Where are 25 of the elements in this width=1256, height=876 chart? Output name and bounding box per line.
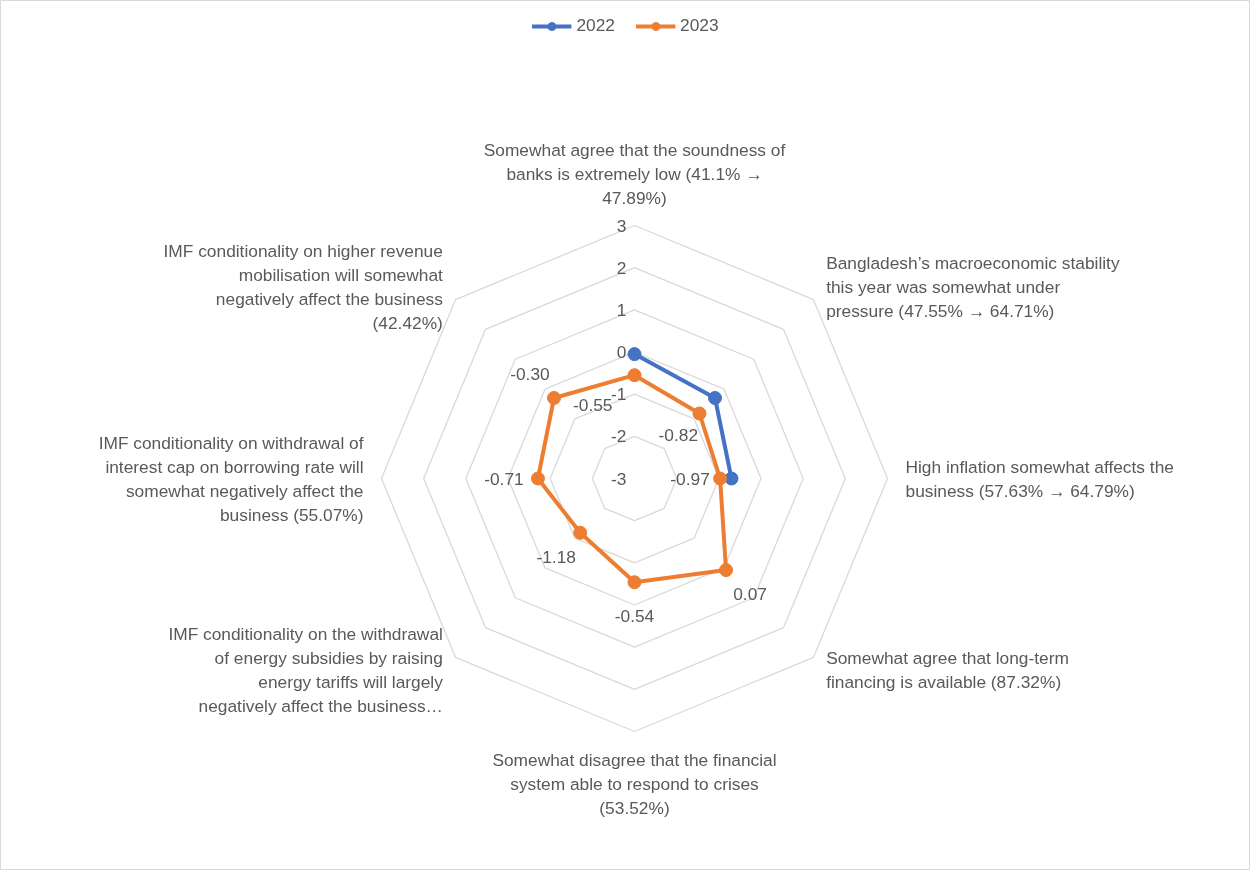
data-label: -0.82 (658, 424, 699, 445)
data-label: -0.71 (484, 468, 524, 489)
spoke-label: IMF conditionality on higher revenue mobilisation will somewhat negatively affect the business (42.42%) (163, 240, 444, 333)
y-tick-label: -1 (611, 384, 627, 405)
data-label: -0.55 (573, 395, 613, 416)
spoke-label: High inflation somewhat affects the business (57.63% → 64.79%) (905, 456, 1174, 501)
spoke-label: Somewhat disagree that the financial system able to respond to crises (53.52%) (492, 749, 777, 818)
data-label: -1.18 (536, 546, 576, 567)
legend-label: 2022 (576, 15, 615, 36)
y-tick-label: 0 (616, 342, 627, 362)
y-tick-label: 1 (616, 299, 627, 320)
spoke-label: Somewhat agree that the soundness of banks is extremely low (41.1% → 47.89%) (483, 139, 786, 208)
data-label: 0.07 (733, 584, 767, 605)
y-tick-label: 2 (616, 257, 627, 278)
data-label: -0.30 (510, 363, 550, 384)
spoke-label: Somewhat agree that long-term financing is available (87.32%) (826, 648, 1069, 693)
legend-label: 2023 (680, 15, 719, 36)
data-label: -0.54 (614, 606, 655, 627)
y-tick-label: 3 (616, 215, 627, 236)
spoke-label: Bangladesh’s macroeconomic stability this year was somewhat under pressure (47.55% → 64.71%) (826, 252, 1120, 321)
y-tick-label: -3 (611, 468, 627, 489)
y-tick-label: -2 (611, 426, 627, 447)
spoke-label: IMF conditionality on withdrawal of interest cap on borrowing rate will somewhat negatively affect the business (55.07%) (98, 432, 364, 525)
data-label: -0.97 (670, 468, 710, 489)
spoke-label: IMF conditionality on the withdrawal of energy subsidies by raising energy tariffs will largely negatively affect the business… (168, 624, 444, 717)
